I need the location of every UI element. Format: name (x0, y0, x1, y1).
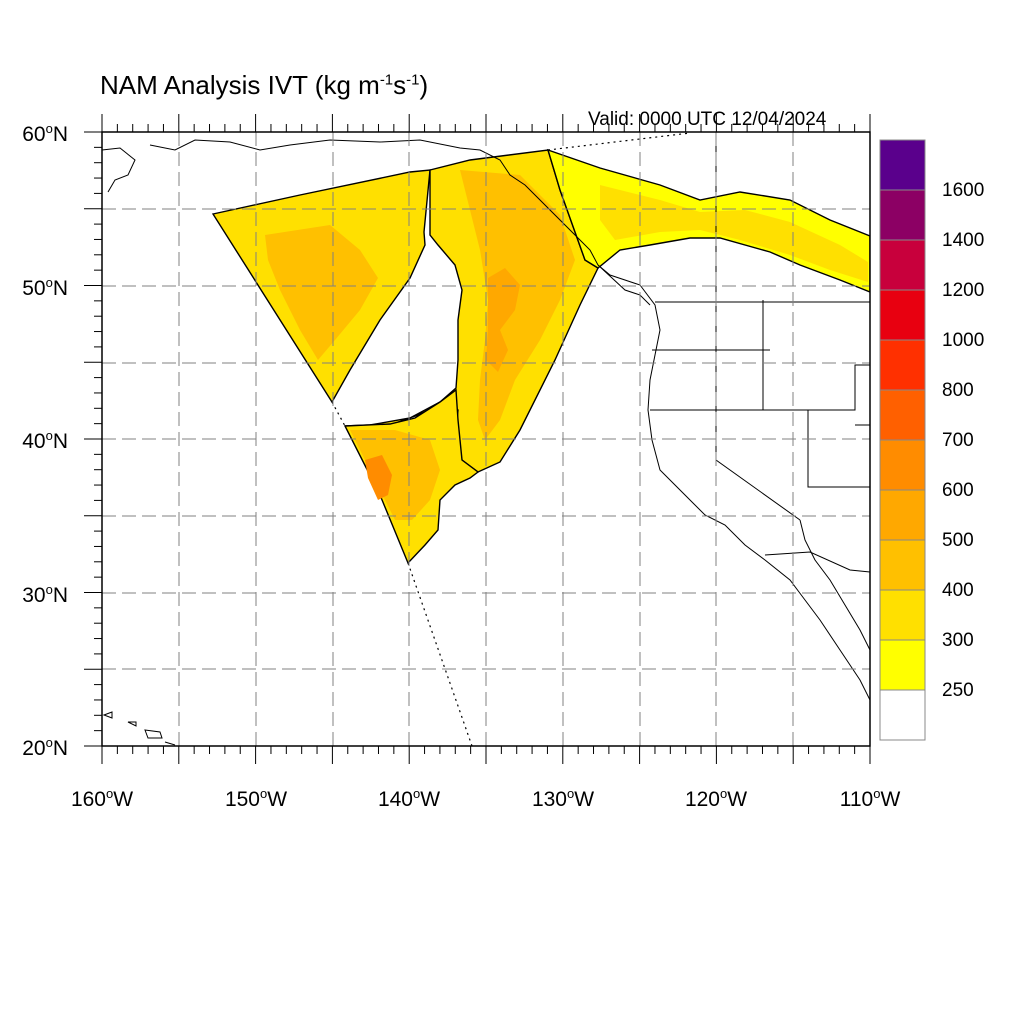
colorbar-swatch (879, 689, 926, 741)
lon-label-150w: 150oW (224, 786, 288, 811)
coastlines (102, 132, 870, 746)
domain-boundary-south (407, 562, 473, 747)
valid-time: Valid: 0000 UTC 12/04/2024 (588, 109, 827, 130)
colorbar-label: 700 (942, 430, 974, 451)
ivt-region-south-max (365, 455, 392, 500)
axis-ticks (84, 114, 871, 764)
lat-label-50: 50oN (22, 275, 68, 300)
ivt-region-south-core (350, 430, 440, 520)
lat-label-60: 60oN (22, 121, 68, 146)
map-title: NAM Analysis IVT (kg m-1s-1) (100, 70, 429, 100)
colorbar-label: 1600 (942, 180, 985, 201)
lat-label-20: 20oN (22, 735, 68, 760)
alaska-coast (102, 139, 599, 266)
gulf-of-california (799, 519, 870, 651)
mexico-border (764, 551, 870, 573)
colorbar-swatch (879, 489, 926, 541)
lat-label-40: 40oN (22, 428, 68, 453)
ivt-field (211, 148, 870, 565)
lat-label-30: 30oN (22, 582, 68, 607)
lon-label-140w: 140oW (377, 786, 441, 811)
lon-label-110w: 110oW (839, 786, 901, 811)
lon-label-130w: 130oW (531, 786, 595, 811)
vancouver-island (597, 264, 651, 306)
lon-label-160w: 160oW (70, 786, 134, 811)
colorbar-label: 500 (942, 530, 974, 551)
colorbar-swatch (879, 539, 926, 591)
ivt-region-central-max (486, 268, 520, 372)
colorbar-label: 400 (942, 580, 974, 601)
colorbar-swatch (879, 639, 926, 691)
colorbar-swatch (879, 139, 926, 191)
colorbar-label: 1400 (942, 230, 985, 251)
colorbar-swatch (879, 439, 926, 491)
colorbar-swatch (879, 589, 926, 641)
colorbar-swatch (879, 239, 926, 291)
colorbar-swatch (879, 389, 926, 441)
colorbar-label: 250 (942, 680, 974, 701)
graticule (102, 132, 870, 746)
colorbar-label: 1000 (942, 330, 985, 351)
colorbar-label: 800 (942, 380, 974, 401)
state-borders (650, 132, 870, 521)
domain-boundary-gap (331, 401, 346, 427)
hawaii-islands (102, 711, 176, 746)
us-west-coast (597, 264, 870, 701)
colorbar-swatch (879, 289, 926, 341)
ivt-region-central-core (460, 170, 575, 440)
domain-boundary-north (547, 132, 691, 151)
colorbar-swatch (879, 339, 926, 391)
colorbar (879, 139, 926, 741)
colorbar-label: 300 (942, 630, 974, 651)
lon-label-120w: 120oW (684, 786, 748, 811)
colorbar-swatch (879, 189, 926, 241)
domain-boundary (331, 132, 691, 747)
colorbar-label: 1200 (942, 280, 985, 301)
colorbar-label: 600 (942, 480, 974, 501)
ivt-region-west-core (265, 225, 378, 360)
